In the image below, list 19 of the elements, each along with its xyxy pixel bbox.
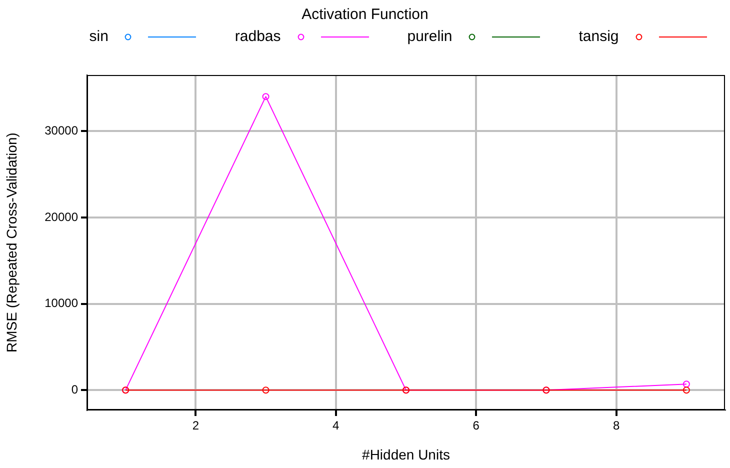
point (682, 380, 690, 388)
legend-title: Activation Function (300, 5, 430, 25)
y-tick-label: 10000 (44, 296, 78, 310)
x-tick-label: 8 (612, 418, 620, 433)
point (262, 93, 270, 100)
legend-label: radbas (234, 28, 281, 45)
x-tick-label: 4 (332, 418, 340, 433)
x-axis-title: #Hidden Units (362, 446, 450, 462)
point (682, 386, 690, 394)
y-tick-label: 20000 (44, 210, 78, 224)
y-tick-label: 0 (71, 382, 78, 396)
point (262, 386, 270, 394)
legend-label: purelin (407, 28, 452, 45)
x-tick-label: 6 (472, 418, 480, 433)
y-tick-label: 30000 (44, 123, 78, 138)
y-axis-title: RMSE (Repeated Cross-Validation) (3, 132, 20, 352)
x-tick-label: 2 (192, 418, 200, 433)
legend-label: tansig (578, 28, 619, 45)
legend-label: sin (89, 28, 108, 45)
